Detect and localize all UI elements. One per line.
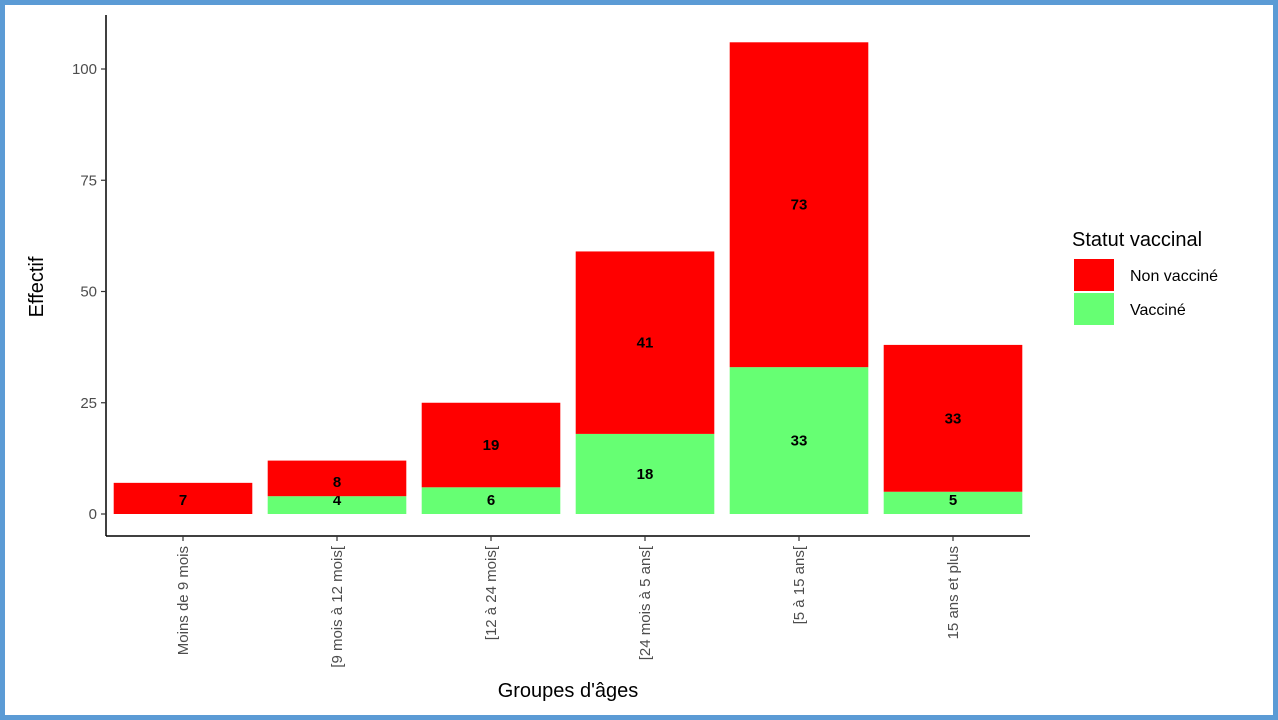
y-axis-title: Effectif [26,256,48,317]
bar-label-non-vaccine-5: 33 [945,410,962,427]
x-tick-label-3: [24 mois à 5 ans[ [637,545,654,660]
stacked-bar-chart: 7 48 6 19 18 41 33 73 5 33 0 25 50 75 100 Moins de 9 mo… [26,15,1218,702]
bar-non-vaccine-2 [421,402,561,488]
x-tick-label-0: Moins de 9 mois [175,546,192,655]
bar-vaccine-5 [883,491,1023,514]
x-tick-label-2: [12 à 24 mois[ [483,545,500,640]
bar-vaccine-2 [421,487,561,514]
bar-label-vaccine-5: 5 [949,492,957,509]
bar-label-non-vaccine-2: 19 [483,437,500,454]
x-tick-label-5: 15 ans et plus [945,546,962,639]
bar-label-vaccine-1: 4 [333,492,342,509]
y-tick-label-0: 0 [89,506,97,523]
y-tick-label-100: 100 [72,61,97,78]
bar-label-non-vaccine-3: 41 [637,335,654,352]
bar-label-non-vaccine-1: 8 [333,474,341,491]
bar-label-non-vaccine-0: 7 [179,492,187,509]
bar-non-vaccine-4 [729,42,869,368]
legend-title: Statut vaccinal [1072,229,1202,251]
legend-label-1: Vacciné [1130,302,1186,319]
bar-non-vaccine-1 [267,460,407,497]
bar-label-non-vaccine-4: 73 [791,197,808,214]
bar-non-vaccine-0 [113,482,253,514]
legend-label-0: Non vacciné [1130,268,1218,285]
x-tick-label-1: [9 mois à 12 mois[ [329,545,346,668]
x-tick-label-4: [5 à 15 ans[ [791,545,808,624]
bar-vaccine-3 [575,433,715,514]
bar-non-vaccine-3 [575,251,715,434]
x-axis-title: Groupes d'âges [498,680,639,702]
legend-swatch-1 [1074,293,1114,325]
y-tick-label-25: 25 [80,395,97,412]
bar-vaccine-4 [729,367,869,514]
y-tick-label-50: 50 [80,284,97,301]
bar-non-vaccine-5 [883,344,1023,492]
bar-label-vaccine-3: 18 [637,466,654,483]
bar-label-vaccine-2: 6 [487,492,495,509]
y-tick-label-75: 75 [80,172,97,189]
bar-label-vaccine-4: 33 [791,433,808,450]
legend-swatch-0 [1074,259,1114,291]
bar-vaccine-1 [267,496,407,514]
